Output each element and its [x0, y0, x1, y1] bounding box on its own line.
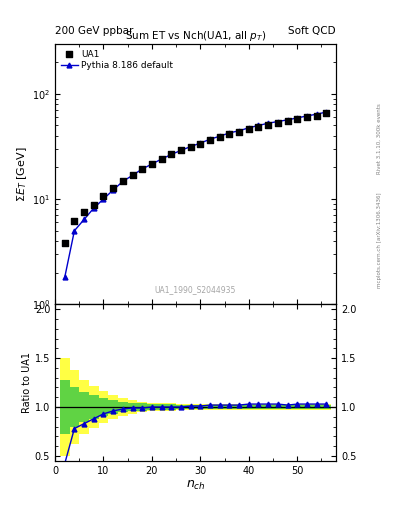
UA1 [120, 177, 126, 185]
Text: mcplots.cern.ch [arXiv:1306.3436]: mcplots.cern.ch [arXiv:1306.3436] [377, 193, 382, 288]
UA1 [71, 217, 77, 225]
Pythia 8.186 default [188, 143, 193, 150]
Pythia 8.186 default [82, 217, 86, 223]
UA1 [129, 170, 136, 179]
UA1 [285, 117, 291, 125]
UA1 [236, 127, 242, 136]
UA1 [207, 136, 213, 144]
Pythia 8.186 default [227, 130, 232, 136]
Pythia 8.186 default [140, 166, 145, 172]
UA1 [294, 115, 300, 123]
UA1 [246, 125, 252, 133]
Pythia 8.186 default [150, 161, 154, 167]
Pythia 8.186 default [179, 147, 184, 154]
UA1 [197, 140, 204, 148]
UA1 [304, 113, 310, 121]
Pythia 8.186 default [285, 117, 290, 123]
Title: Sum ET vs Nch(UA1, all $p_T$): Sum ET vs Nch(UA1, all $p_T$) [125, 29, 266, 44]
UA1 [81, 208, 87, 216]
Pythia 8.186 default [208, 136, 212, 142]
Pythia 8.186 default [198, 140, 203, 146]
Pythia 8.186 default [295, 115, 299, 121]
UA1 [323, 110, 329, 118]
Pythia 8.186 default [130, 172, 135, 178]
UA1 [187, 143, 194, 152]
UA1 [168, 151, 174, 159]
Pythia 8.186 default [324, 109, 329, 115]
X-axis label: $n_{ch}$: $n_{ch}$ [185, 478, 206, 492]
Line: Pythia 8.186 default: Pythia 8.186 default [62, 110, 329, 280]
Pythia 8.186 default [111, 187, 116, 193]
Pythia 8.186 default [314, 111, 319, 117]
Pythia 8.186 default [237, 127, 241, 134]
Pythia 8.186 default [305, 113, 309, 119]
UA1 [139, 164, 145, 173]
Text: Soft QCD: Soft QCD [288, 26, 336, 36]
Text: Rivet 3.1.10, 300k events: Rivet 3.1.10, 300k events [377, 103, 382, 174]
UA1 [158, 155, 165, 163]
Pythia 8.186 default [62, 274, 67, 281]
UA1 [255, 123, 262, 131]
Pythia 8.186 default [169, 152, 174, 158]
UA1 [62, 239, 68, 247]
Pythia 8.186 default [256, 122, 261, 129]
UA1 [217, 133, 223, 141]
UA1 [314, 112, 320, 120]
Pythia 8.186 default [246, 125, 251, 131]
Text: 200 GeV ppbar: 200 GeV ppbar [55, 26, 133, 36]
UA1 [91, 201, 97, 209]
UA1 [226, 130, 233, 138]
Y-axis label: Ratio to UA1: Ratio to UA1 [22, 352, 32, 413]
Pythia 8.186 default [159, 156, 164, 162]
UA1 [149, 160, 155, 168]
UA1 [275, 119, 281, 127]
Text: UA1_1990_S2044935: UA1_1990_S2044935 [155, 285, 236, 294]
Pythia 8.186 default [72, 228, 77, 234]
Pythia 8.186 default [266, 120, 270, 126]
Pythia 8.186 default [275, 118, 280, 124]
Pythia 8.186 default [101, 196, 106, 202]
Pythia 8.186 default [92, 205, 96, 211]
UA1 [178, 146, 184, 155]
Pythia 8.186 default [217, 133, 222, 139]
UA1 [110, 184, 116, 192]
UA1 [265, 120, 271, 129]
Legend: UA1, Pythia 8.186 default: UA1, Pythia 8.186 default [59, 48, 175, 72]
Y-axis label: $\Sigma E_T$ [GeV]: $\Sigma E_T$ [GeV] [15, 146, 29, 202]
Pythia 8.186 default [121, 178, 125, 184]
UA1 [100, 192, 107, 200]
